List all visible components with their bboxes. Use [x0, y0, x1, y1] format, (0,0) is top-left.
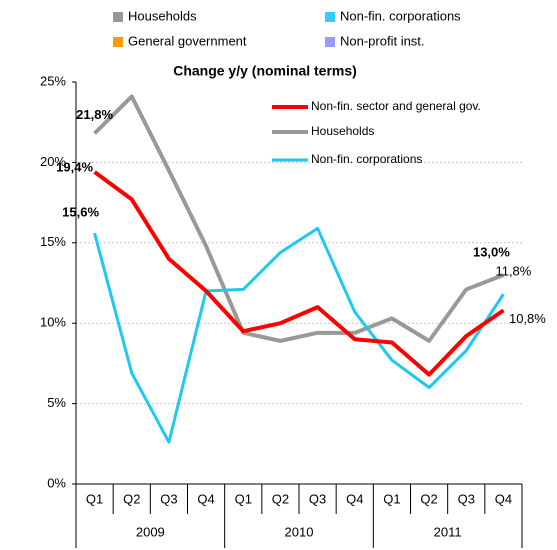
- series-line: [93, 94, 505, 343]
- legend-swatch: [325, 12, 335, 22]
- data-label: 21,8%: [76, 107, 113, 122]
- data-label: 10,8%: [509, 311, 546, 326]
- y-tick-label: 15%: [40, 234, 66, 249]
- series-line: [93, 226, 505, 444]
- legend-label: Households: [311, 124, 374, 138]
- data-label: 15,6%: [62, 205, 99, 220]
- x-tick-label: Q4: [346, 491, 363, 506]
- legend-label: General government: [128, 33, 247, 48]
- legend-swatch: [325, 37, 335, 47]
- x-tick-label: Q4: [495, 491, 512, 506]
- data-label: 11,8%: [495, 264, 531, 279]
- x-tick-label: Q4: [197, 491, 214, 506]
- x-tick-label: Q3: [309, 491, 326, 506]
- series-line: [93, 170, 505, 377]
- y-tick-label: 25%: [40, 73, 66, 88]
- legend-label: Non-fin. corporations: [340, 8, 461, 23]
- data-label: 19,4%: [56, 159, 93, 174]
- legend-swatch: [113, 12, 123, 22]
- x-tick-label: Q2: [123, 491, 140, 506]
- x-tick-label: Q2: [272, 491, 289, 506]
- group-label: 2011: [434, 524, 462, 539]
- legend-label: Non-profit inst.: [340, 33, 425, 48]
- legend-label: Non-fin. sector and general gov.: [311, 99, 481, 113]
- chart-title: Change y/y (nominal terms): [173, 63, 357, 79]
- y-tick-label: 0%: [47, 475, 66, 490]
- legend-label: Non-fin. corporations: [311, 152, 422, 166]
- y-tick-label: 5%: [47, 395, 66, 410]
- legend-label: Households: [128, 8, 197, 23]
- legend-swatch: [113, 37, 123, 47]
- y-tick-label: 10%: [40, 315, 66, 330]
- x-tick-label: Q1: [86, 491, 103, 506]
- x-tick-label: Q3: [160, 491, 177, 506]
- y-tick-label: 20%: [40, 154, 66, 169]
- group-label: 2009: [136, 524, 165, 539]
- x-tick-label: Q3: [458, 491, 475, 506]
- group-label: 2010: [285, 524, 314, 539]
- data-label: 13,0%: [473, 244, 510, 259]
- x-tick-label: Q1: [235, 491, 252, 506]
- x-tick-label: Q1: [383, 491, 400, 506]
- x-tick-label: Q2: [420, 491, 437, 506]
